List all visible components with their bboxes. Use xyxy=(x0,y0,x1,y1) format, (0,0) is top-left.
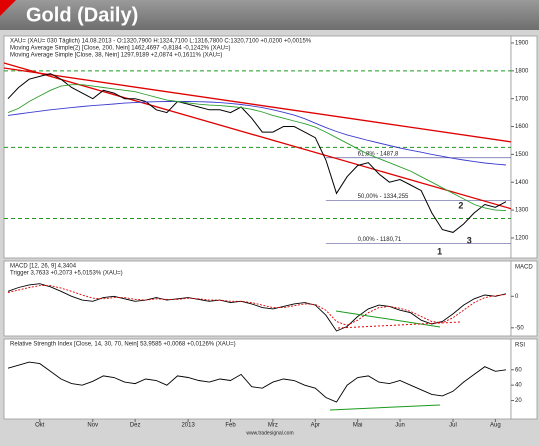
x-tick-label: Jul xyxy=(449,423,457,429)
axis-area xyxy=(510,338,538,420)
y-tick-label: -50 xyxy=(515,325,524,331)
x-tick-label: Jun xyxy=(395,423,405,429)
y-tick-label: 1200 xyxy=(515,236,529,242)
trend-line xyxy=(3,67,512,143)
chart-title: Gold (Daily) xyxy=(26,4,138,26)
x-tick-label: Aug xyxy=(490,423,501,429)
y-tick-label: 1800 xyxy=(515,68,529,74)
x-tick-label: Nov xyxy=(87,423,98,429)
x-tick-label: Dez xyxy=(130,423,141,429)
divergence-line xyxy=(337,321,461,329)
fib-label: 0,00% - 1180,71 xyxy=(358,237,402,243)
y-tick-label: 0 xyxy=(515,294,519,300)
series-line xyxy=(7,101,507,166)
panel xyxy=(3,338,512,420)
series-line xyxy=(7,84,507,212)
x-tick-label: Feb xyxy=(225,423,236,429)
y-tick-label: 60 xyxy=(515,367,522,373)
x-tick-label: Mrz xyxy=(268,423,278,429)
y-tick-label: 1900 xyxy=(515,41,529,47)
axis-area xyxy=(510,35,538,259)
fib-label: 50,00% - 1334,255 xyxy=(358,194,409,200)
axis-label: MACD xyxy=(515,265,533,271)
series-line xyxy=(7,283,507,332)
series-line xyxy=(7,361,507,403)
legend-entry: MACD [12, 26, 9] 4,3404 xyxy=(10,264,77,270)
y-tick-label: 1600 xyxy=(515,124,529,130)
x-tick-label: Apr xyxy=(311,423,320,429)
header-triangle xyxy=(0,0,16,16)
trend-line xyxy=(3,62,512,210)
legend-entry: Trigger 3,7633 +0,2073 +5,0153% (XAU=) xyxy=(10,271,123,277)
x-tick-label: 2013 xyxy=(181,423,195,429)
source: www.tradesignal.com xyxy=(246,430,293,436)
legend-entry: Moving Average Simple [Close, 38, Nein] … xyxy=(10,53,222,59)
y-tick-label: 1700 xyxy=(515,96,529,102)
axis-label: RSI xyxy=(515,343,525,349)
axis-area xyxy=(510,260,538,337)
legend-entry: Relative Strength Index [Close, 14, 30, … xyxy=(10,342,236,348)
y-tick-label: 1500 xyxy=(515,152,529,158)
series-line xyxy=(7,73,507,233)
header-bar xyxy=(0,0,539,30)
series-line xyxy=(7,285,507,326)
y-tick-label: 1400 xyxy=(515,180,529,186)
y-tick-label: 20 xyxy=(515,398,522,404)
legend-entry: Moving Average Simple(2) [Close, 200, Ne… xyxy=(10,46,231,52)
x-tick-label: Mai xyxy=(353,423,363,429)
fib-label: 61,8% - 1487,8 xyxy=(358,151,399,157)
divergence-arrow xyxy=(329,404,441,411)
annotation: 2 xyxy=(458,200,463,210)
y-tick-label: 40 xyxy=(515,383,522,389)
annotation: 3 xyxy=(467,235,472,245)
y-tick-label: 1300 xyxy=(515,208,529,214)
legend-entry: XAU= (XAU= 030 Täglich) 14.08.2013 - O:1… xyxy=(10,39,312,45)
x-tick-label: Okt xyxy=(35,423,45,429)
annotation: 1 xyxy=(437,246,442,256)
